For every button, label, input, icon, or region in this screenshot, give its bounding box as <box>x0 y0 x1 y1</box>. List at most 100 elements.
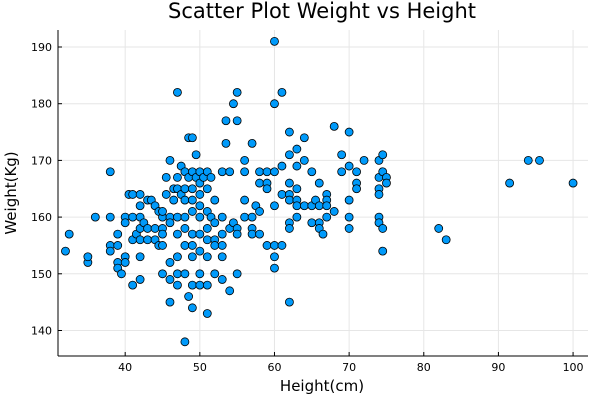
data-point <box>187 195 197 205</box>
data-point <box>113 229 123 239</box>
data-point <box>165 155 175 165</box>
axes <box>57 30 588 357</box>
data-point <box>202 309 212 318</box>
data-point <box>105 212 115 222</box>
data-point <box>210 195 220 205</box>
data-point <box>441 235 451 245</box>
data-point <box>173 252 182 262</box>
data-point <box>314 201 324 211</box>
data-point <box>210 241 220 250</box>
data-point <box>374 190 384 199</box>
data-point <box>225 286 235 296</box>
data-point <box>262 184 272 194</box>
data-point <box>128 190 138 199</box>
data-point <box>217 167 227 177</box>
y-tick-label: 150 <box>31 268 52 281</box>
data-point <box>135 190 145 199</box>
data-point <box>270 201 279 211</box>
data-point <box>523 155 533 165</box>
data-point <box>292 212 302 222</box>
data-point <box>61 246 70 256</box>
data-point <box>270 263 279 273</box>
x-tick-label: 100 <box>563 361 584 374</box>
data-point <box>158 229 167 239</box>
chart-title: Scatter Plot Weight vs Height <box>168 0 476 23</box>
data-point <box>202 184 212 194</box>
data-point <box>135 201 145 211</box>
data-point <box>169 195 179 205</box>
data-point <box>195 229 205 239</box>
data-points <box>61 36 578 347</box>
data-point <box>135 252 145 262</box>
data-point <box>113 241 123 250</box>
data-point <box>285 195 294 205</box>
y-axis-label: Weight(Kg) <box>2 151 20 234</box>
data-point <box>64 229 74 239</box>
data-point <box>505 178 515 188</box>
data-point <box>292 144 302 154</box>
data-point <box>240 167 250 177</box>
data-point <box>270 99 279 109</box>
data-point <box>285 224 294 233</box>
data-point <box>195 201 205 211</box>
data-point <box>322 212 332 222</box>
data-point <box>285 297 294 307</box>
x-ticks: 40 50 60 70 80 90 100 <box>118 352 584 374</box>
data-point <box>255 207 264 216</box>
data-point <box>165 218 175 228</box>
data-point <box>270 167 279 177</box>
data-point <box>232 87 242 97</box>
data-point <box>187 229 197 239</box>
data-point <box>180 269 190 279</box>
data-point <box>285 127 294 137</box>
data-point <box>299 155 309 165</box>
data-point <box>292 184 302 194</box>
x-tick-label: 60 <box>267 361 281 374</box>
data-point <box>128 212 138 222</box>
data-point <box>240 212 250 222</box>
data-point <box>202 252 212 262</box>
data-point <box>173 269 182 279</box>
data-point <box>307 167 317 177</box>
data-point <box>285 150 294 160</box>
data-point <box>240 195 250 205</box>
data-point <box>202 280 212 290</box>
data-point <box>105 167 115 177</box>
data-point <box>225 167 235 177</box>
x-tick-label: 90 <box>491 361 505 374</box>
data-point <box>206 173 216 182</box>
y-tick-label: 190 <box>31 41 52 54</box>
data-point <box>232 229 242 239</box>
data-point <box>184 292 194 301</box>
data-point <box>270 36 279 46</box>
data-point <box>210 269 220 279</box>
data-point <box>195 190 205 199</box>
data-point <box>217 212 227 222</box>
data-point <box>173 87 182 97</box>
data-point <box>292 201 302 211</box>
grid <box>58 30 588 356</box>
data-point <box>352 184 361 194</box>
data-point <box>173 212 182 222</box>
data-point <box>277 241 287 250</box>
data-point <box>173 280 182 290</box>
y-tick-label: 180 <box>31 98 52 111</box>
data-point <box>143 235 152 245</box>
data-point <box>568 178 578 188</box>
data-point <box>90 212 100 222</box>
data-point <box>202 224 212 233</box>
data-point <box>535 155 544 165</box>
data-point <box>232 116 242 126</box>
x-tick-label: 40 <box>118 361 132 374</box>
data-point <box>173 229 182 239</box>
data-point <box>247 138 257 148</box>
data-point <box>120 258 130 267</box>
data-point <box>180 212 190 222</box>
data-point <box>378 150 388 160</box>
x-tick-label: 80 <box>417 361 431 374</box>
data-point <box>165 297 175 307</box>
data-point <box>292 161 302 171</box>
data-point <box>191 150 201 160</box>
data-point <box>277 161 287 171</box>
